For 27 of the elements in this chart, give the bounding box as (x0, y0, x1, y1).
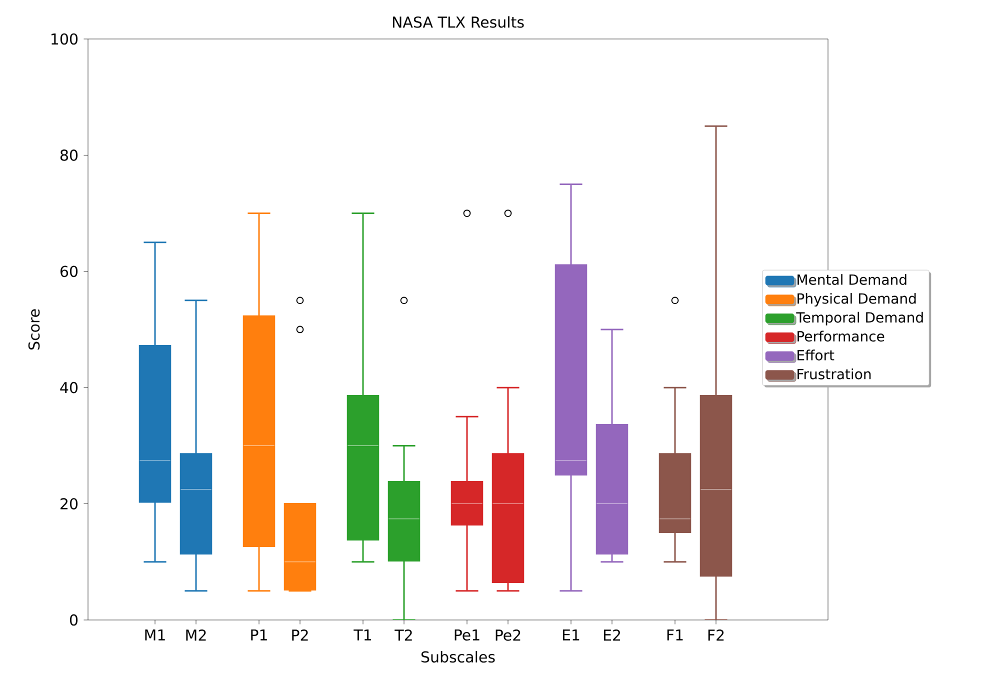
x-tick-label: T1 (354, 629, 371, 640)
legend-label: Effort (798, 350, 834, 360)
x-tick-label: F2 (708, 629, 724, 641)
y-tick-label: 60 (60, 266, 78, 278)
y-tick-label: 0 (70, 614, 78, 626)
legend-label: Mental Demand (798, 274, 906, 285)
x-tick-label: Pe2 (496, 629, 520, 641)
y-axis-title: Score (28, 309, 40, 350)
x-tick-label: P2 (292, 629, 308, 641)
x-tick-label: M1 (145, 629, 165, 640)
y-tick-label: 80 (60, 150, 78, 161)
x-tick-label: T2 (394, 629, 412, 641)
legend-label: Physical Demand (798, 292, 916, 307)
x-tick-label: M2 (186, 629, 206, 641)
x-tick-label: E2 (604, 629, 620, 641)
y-tick-label: 40 (60, 382, 78, 394)
x-tick-label: P1 (251, 629, 267, 640)
legend-label: Frustration (798, 368, 871, 380)
x-axis-title: Subscales (421, 651, 495, 663)
x-tick-label: Pe1 (454, 629, 480, 641)
y-tick-label: 100 (52, 33, 78, 45)
x-tick-label: E1 (562, 629, 580, 640)
y-tick-label: 20 (60, 498, 78, 510)
legend-label: Performance (798, 330, 884, 342)
chart-title: NASA TLX Results (392, 16, 524, 28)
legend-label: Temporal Demand (796, 312, 923, 326)
x-tick-label: F1 (667, 629, 683, 640)
